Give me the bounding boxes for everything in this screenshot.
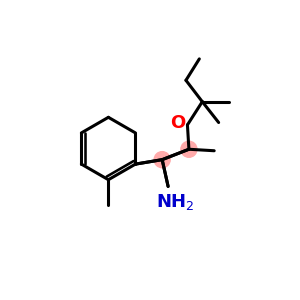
Text: O: O (170, 114, 185, 132)
Circle shape (181, 141, 197, 157)
Text: NH$_2$: NH$_2$ (156, 192, 195, 212)
Circle shape (154, 152, 170, 168)
